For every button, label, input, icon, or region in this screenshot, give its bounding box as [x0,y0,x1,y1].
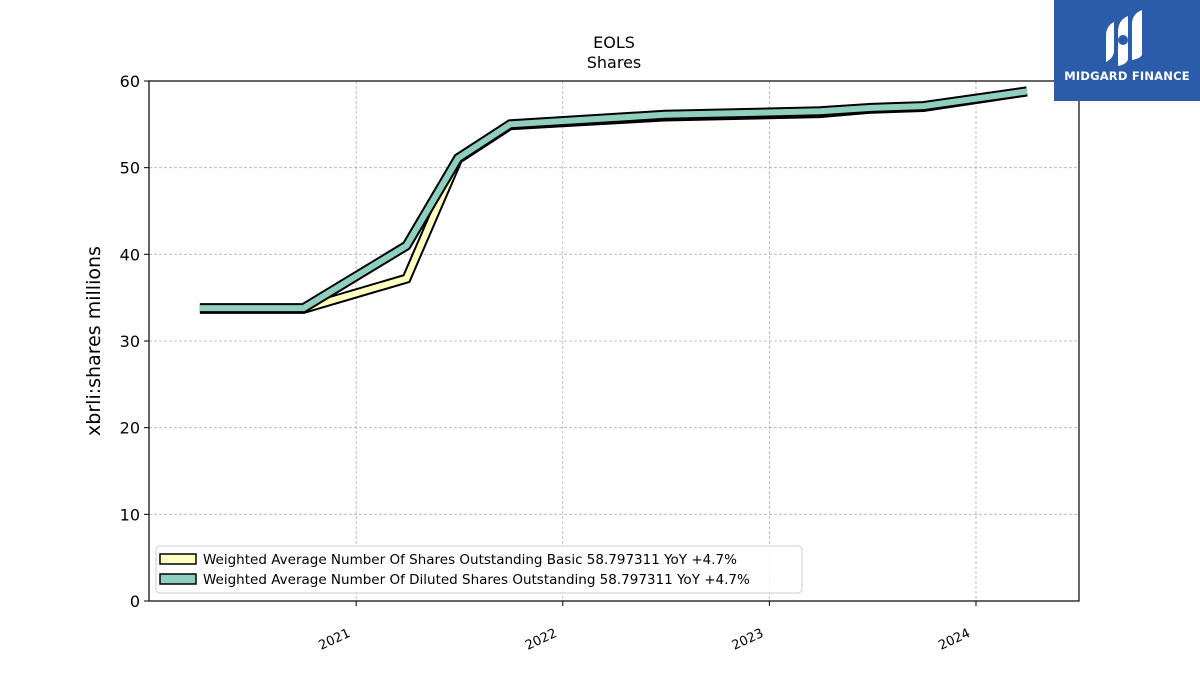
grid [149,81,1079,601]
y-tick-label: 30 [120,332,140,351]
series-1-outline [199,86,1028,314]
logo-text: MIDGARD FINANCE [1064,69,1190,83]
chart-title: EOLS [593,33,635,52]
chart-subtitle: Shares [587,53,642,72]
legend-swatch-1 [159,553,197,565]
midgard-finance-logo: MIDGARD FINANCE [1054,0,1200,101]
logo-mark-icon [1106,10,1142,66]
y-tick-label: 20 [120,419,140,438]
y-tick-label: 0 [130,592,140,611]
x-tick-label: 2024 [936,626,972,654]
y-axis-label: xbrli:shares millions [83,246,105,436]
y-tick-label: 10 [120,505,140,524]
legend-label-1: Weighted Average Number Of Shares Outsta… [203,552,737,568]
y-tick-label: 50 [120,159,140,178]
series-layer [199,86,1028,314]
x-axis: 2021 2022 2023 2024 [317,601,977,654]
y-tick-label: 40 [120,245,140,264]
series-2-line [199,88,1028,312]
x-tick-label: 2021 [317,626,353,654]
x-tick-label: 2022 [523,626,559,654]
y-axis: 0 10 20 30 40 50 60 [120,72,149,611]
y-tick-label: 60 [120,72,140,91]
legend: Weighted Average Number Of Shares Outsta… [155,545,803,594]
legend-label-2: Weighted Average Number Of Diluted Share… [203,572,750,588]
legend-swatch-2 [159,573,197,585]
legend-box [155,545,803,594]
x-tick-label: 2023 [730,626,766,654]
